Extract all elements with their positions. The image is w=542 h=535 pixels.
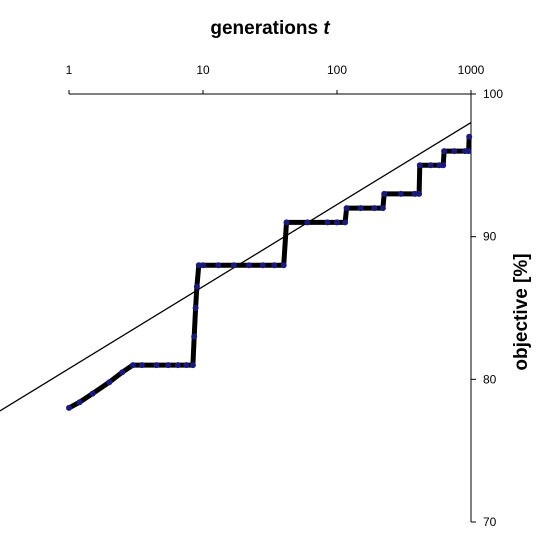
data-point [324, 219, 331, 226]
data-point [138, 362, 145, 369]
data-point [427, 162, 434, 169]
x-axis-title: generations t [210, 18, 330, 39]
y-tick-label: 100 [483, 87, 503, 101]
y-tick-label: 80 [483, 372, 497, 386]
data-point [119, 369, 126, 376]
x-axis-ticks: 1 10 100 1000 [66, 63, 485, 94]
data-point [66, 404, 72, 411]
data-point [106, 379, 113, 386]
x-tick-label: 10 [196, 63, 210, 77]
data-point [245, 262, 252, 269]
data-point [189, 362, 196, 369]
data-point [193, 283, 200, 290]
data-point [259, 262, 266, 269]
data-point [466, 133, 473, 140]
data-point [342, 219, 349, 226]
data-point [89, 390, 96, 397]
data-point [230, 262, 237, 269]
data-point [271, 262, 278, 269]
data-point [280, 262, 287, 269]
data-point [416, 162, 423, 169]
data-point [379, 205, 386, 212]
y-tick-label: 70 [483, 515, 497, 529]
data-point [192, 305, 199, 311]
trend-line [0, 121, 472, 412]
data-point [283, 219, 290, 226]
data-point [304, 219, 311, 226]
data-point [440, 162, 447, 169]
data-point [343, 205, 350, 212]
data-point [153, 362, 160, 369]
y-axis-title: objective [%] [511, 253, 532, 370]
data-point [165, 362, 172, 369]
data-point [465, 148, 472, 155]
data-point [381, 190, 388, 197]
x-tick-label: 1000 [458, 63, 485, 77]
data-point [129, 362, 136, 369]
data-point [174, 362, 181, 369]
data-point [451, 148, 458, 155]
data-point [371, 205, 378, 212]
data-point [215, 262, 222, 269]
y-tick-label: 90 [483, 230, 497, 244]
data-point [183, 362, 190, 369]
data-point [200, 262, 206, 269]
data-point [195, 262, 202, 269]
data-point [397, 190, 404, 197]
data-point [416, 190, 423, 197]
data-point [411, 190, 418, 197]
series-points [66, 133, 473, 411]
data-point [76, 399, 83, 406]
series-line [67, 136, 472, 411]
x-tick-label: 100 [327, 63, 347, 77]
x-tick-label: 1 [66, 63, 73, 77]
data-point [441, 148, 448, 155]
data-point [334, 219, 340, 226]
data-point [357, 205, 364, 212]
data-point [191, 333, 198, 340]
y-axis-ticks: 70 80 90 100 [471, 87, 503, 529]
